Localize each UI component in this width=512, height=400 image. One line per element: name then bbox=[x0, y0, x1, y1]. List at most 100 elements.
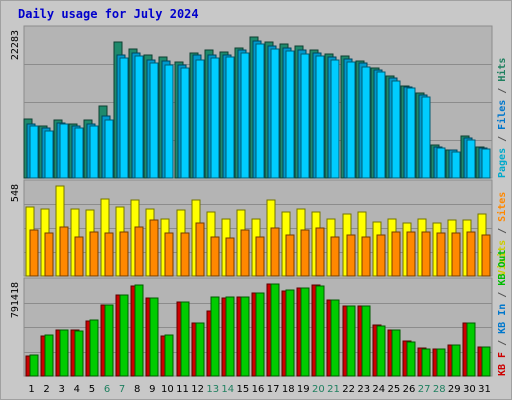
bar-sites-day-15 bbox=[240, 229, 250, 277]
bar-kb-out-day-1 bbox=[29, 354, 39, 377]
bar-kb-out-day-4 bbox=[74, 330, 84, 377]
bar-kb-out-day-17 bbox=[270, 283, 280, 377]
legend-entry: / bbox=[497, 334, 508, 352]
bar-kb-out-day-6 bbox=[104, 304, 114, 377]
bar-sites-day-19 bbox=[300, 229, 310, 277]
bar-sites-day-24 bbox=[376, 234, 386, 277]
bar-sites-day-27 bbox=[421, 231, 431, 277]
legend-entry: / bbox=[497, 286, 508, 304]
x-tick-label-day-14: 14 bbox=[221, 384, 234, 395]
bar-sites-day-4 bbox=[74, 236, 84, 277]
x-tick-label-day-1: 1 bbox=[28, 384, 34, 395]
legend-visits-sites: Visits / Sites bbox=[496, 192, 508, 276]
bar-pages-day-12 bbox=[195, 59, 205, 179]
bar-sites-day-11 bbox=[180, 232, 190, 277]
x-tick-label-day-27: 27 bbox=[418, 384, 431, 395]
x-tick-label-day-30: 30 bbox=[463, 384, 476, 395]
legend-kbf-kbin-kbout: KB F / KB In / KB Out bbox=[497, 250, 508, 376]
bar-pages-day-25 bbox=[391, 80, 401, 179]
x-tick-label-day-31: 31 bbox=[478, 384, 491, 395]
bar-sites-day-6 bbox=[104, 232, 114, 277]
bar-sites-day-3 bbox=[59, 226, 69, 277]
chart-title: Daily usage for July 2024 bbox=[18, 7, 199, 21]
bar-kb-out-day-23 bbox=[361, 305, 371, 377]
bar-sites-day-2 bbox=[44, 232, 54, 277]
x-tick-label-day-28: 28 bbox=[433, 384, 446, 395]
bar-pages-day-29 bbox=[451, 151, 461, 179]
x-tick-label-day-23: 23 bbox=[357, 384, 370, 395]
x-tick-label-day-17: 17 bbox=[267, 384, 280, 395]
bar-sites-day-25 bbox=[391, 231, 401, 277]
bar-pages-day-5 bbox=[89, 125, 99, 179]
bar-kb-out-day-7 bbox=[119, 294, 129, 377]
legend-entry: Visits bbox=[496, 240, 508, 276]
x-tick-label-day-19: 19 bbox=[297, 384, 310, 395]
x-tick-label-day-20: 20 bbox=[312, 384, 325, 395]
bar-sites-day-17 bbox=[270, 227, 280, 277]
x-tick-label-day-6: 6 bbox=[104, 384, 110, 395]
legend-entry: KB F bbox=[497, 352, 508, 376]
legend-entry: KB Out bbox=[497, 250, 508, 286]
legend-entry: Pages bbox=[497, 148, 508, 178]
bar-kb-out-day-8 bbox=[134, 284, 144, 377]
bar-sites-day-7 bbox=[119, 231, 129, 277]
bar-sites-day-22 bbox=[346, 234, 356, 277]
x-tick-label-day-5: 5 bbox=[89, 384, 95, 395]
bar-kb-out-day-5 bbox=[89, 319, 99, 377]
x-tick-label-day-15: 15 bbox=[237, 384, 250, 395]
bar-pages-day-24 bbox=[376, 71, 386, 179]
x-tick-label-day-13: 13 bbox=[206, 384, 219, 395]
bar-pages-day-9 bbox=[149, 62, 159, 179]
bar-kb-out-day-24 bbox=[376, 325, 386, 377]
bar-kb-out-day-20 bbox=[315, 285, 325, 377]
y-max-label: 791418 bbox=[10, 282, 21, 318]
x-tick-label-day-3: 3 bbox=[59, 384, 65, 395]
bar-sites-day-13 bbox=[210, 236, 220, 277]
bar-pages-day-1 bbox=[29, 125, 39, 179]
x-tick-label-day-22: 22 bbox=[342, 384, 355, 395]
x-tick-label-day-26: 26 bbox=[403, 384, 416, 395]
bar-pages-day-28 bbox=[436, 147, 446, 179]
legend-entry: / bbox=[497, 82, 508, 100]
bar-kb-out-day-27 bbox=[421, 348, 431, 377]
bar-pages-day-18 bbox=[285, 50, 295, 179]
bar-sites-day-31 bbox=[481, 234, 491, 277]
bar-pages-day-13 bbox=[210, 57, 220, 179]
bar-sites-day-9 bbox=[149, 219, 159, 277]
legend-entry: Hits bbox=[496, 58, 508, 82]
bar-kb-out-day-3 bbox=[59, 329, 69, 377]
bar-kb-out-day-26 bbox=[406, 341, 416, 377]
x-tick-label-day-18: 18 bbox=[282, 384, 295, 395]
bar-pages-day-20 bbox=[315, 55, 325, 179]
bar-sites-day-21 bbox=[330, 236, 340, 277]
legend-entry: / bbox=[497, 222, 508, 240]
bar-sites-day-23 bbox=[361, 236, 371, 277]
x-tick-label-day-12: 12 bbox=[191, 384, 204, 395]
bar-pages-day-4 bbox=[74, 127, 84, 179]
legend-entry: / bbox=[497, 130, 508, 148]
bar-pages-day-31 bbox=[481, 148, 491, 179]
bar-kb-out-day-30 bbox=[466, 322, 476, 377]
bar-kb-out-day-16 bbox=[255, 292, 265, 377]
bar-kb-out-day-21 bbox=[330, 299, 340, 377]
bar-sites-day-28 bbox=[436, 232, 446, 277]
bar-sites-day-1 bbox=[29, 229, 39, 277]
legend-entry: Files bbox=[496, 100, 508, 130]
bar-kb-out-day-15 bbox=[240, 296, 250, 377]
bar-pages-day-26 bbox=[406, 87, 416, 179]
legend-entry: Sites bbox=[496, 192, 508, 222]
bar-pages-day-21 bbox=[330, 59, 340, 179]
bar-sites-day-14 bbox=[225, 237, 235, 277]
bar-sites-day-12 bbox=[195, 222, 205, 277]
y-max-label: 22283 bbox=[10, 30, 21, 60]
bar-kb-out-day-22 bbox=[346, 305, 356, 377]
bar-pages-day-17 bbox=[270, 48, 280, 179]
x-tick-label-day-10: 10 bbox=[161, 384, 174, 395]
bar-pages-day-3 bbox=[59, 123, 69, 179]
bar-kb-out-day-10 bbox=[164, 334, 174, 377]
bar-pages-day-27 bbox=[421, 96, 431, 179]
legend-pages-files-hits: Pages / Files / Hits bbox=[496, 58, 508, 178]
bar-pages-day-8 bbox=[134, 55, 144, 179]
bar-sites-day-18 bbox=[285, 234, 295, 277]
